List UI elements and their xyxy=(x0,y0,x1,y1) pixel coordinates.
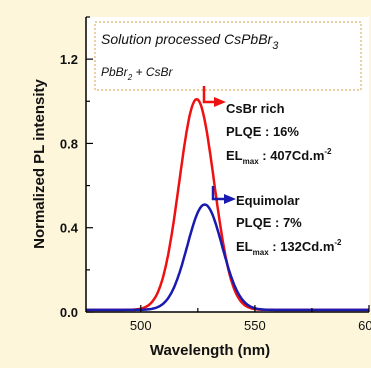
inset-reaction: PbBr2 + CsBr xyxy=(101,65,173,82)
csbr-rich-arrowhead xyxy=(214,97,226,107)
y-axis-label: Normalized PL intensity xyxy=(31,78,48,248)
equimolar-arrowhead xyxy=(224,194,236,204)
csbr-rich-plqe: PLQE : 16% xyxy=(226,124,299,139)
equimolar-elmax: ELmax : 132Cd.m-2 xyxy=(236,238,342,257)
y-tick-label: 1.2 xyxy=(60,52,78,67)
csbr-rich-label: CsBr rich xyxy=(226,101,285,116)
equimolar-label: Equimolar xyxy=(236,193,300,208)
equimolar-plqe: PLQE : 7% xyxy=(236,215,302,230)
inset-title: Solution processed CsPbBr3 xyxy=(101,31,279,52)
csbr-rich-elmax: ELmax : 407Cd.m-2 xyxy=(226,147,332,166)
x-tick-label: 500 xyxy=(130,318,152,333)
inset-box xyxy=(94,21,362,91)
axis-ticks: 500 550 600 0.0 0.4 0.8 1.2 xyxy=(60,16,371,333)
series-line-equimolar xyxy=(86,203,369,312)
x-axis-label: Wavelength (nm) xyxy=(150,342,270,359)
y-tick-label: 0.0 xyxy=(60,305,78,320)
x-tick-label: 550 xyxy=(244,318,266,333)
y-tick-label: 0.4 xyxy=(60,221,79,236)
y-tick-label: 0.8 xyxy=(60,136,78,151)
x-tick-label: 600 xyxy=(358,318,371,333)
csbr-rich-arrow-line xyxy=(202,86,216,104)
equimolar-arrow-line xyxy=(211,186,225,201)
